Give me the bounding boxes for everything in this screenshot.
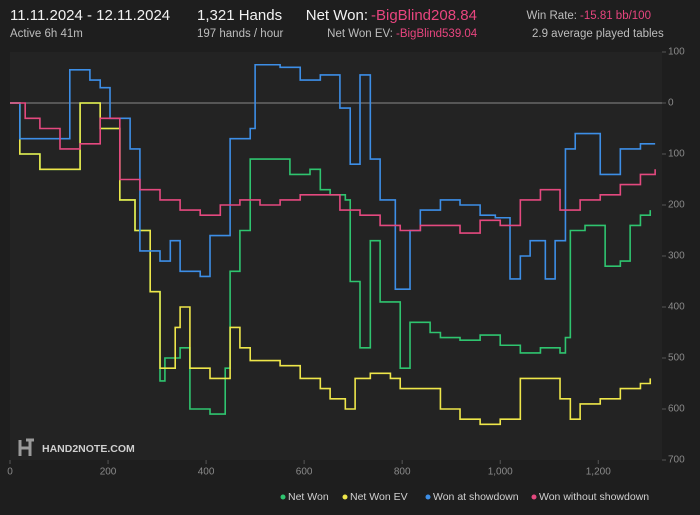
x-tick-label: 0 — [7, 467, 13, 478]
legend-swatch — [342, 494, 348, 500]
logo-icon — [18, 438, 34, 456]
y-tick-label: 400 — [668, 302, 685, 313]
legend-label: Won at showdown — [433, 491, 519, 503]
plot-area — [10, 52, 662, 460]
hands-per-hour: 197 hands / hour — [197, 28, 283, 40]
legend-swatch — [425, 494, 431, 500]
y-tick-label: 100 — [668, 47, 685, 58]
win-rate-value: -15.81 bb/100 — [580, 10, 651, 22]
date-range: 11.11.2024 - 12.11.2024 — [10, 7, 170, 24]
series-line — [10, 63, 656, 290]
y-tick-label: 700 — [668, 455, 685, 466]
series-line — [10, 102, 652, 426]
net-won-value: -BigBlind208.84 — [371, 7, 477, 24]
tables: 2.9 average played tables — [532, 28, 664, 40]
y-tick-label: 300 — [668, 251, 685, 262]
x-tick-label: 200 — [100, 467, 117, 478]
net-won-ev-value: -BigBlind539.04 — [396, 28, 478, 40]
legend-swatch — [531, 494, 537, 500]
series-line — [10, 102, 656, 234]
win-rate-label: Win Rate: — [527, 10, 578, 22]
legend-label: Net Won EV — [350, 491, 408, 503]
active-time: Active 6h 41m — [10, 28, 83, 40]
net-won-label: Net Won: — [306, 7, 368, 24]
y-tick-label: 100 — [668, 149, 685, 160]
y-tick-label: 600 — [668, 404, 685, 415]
hands: 1,321 Hands — [197, 7, 282, 24]
logo-text: HAND2NOTE.COM — [42, 443, 135, 455]
y-tick-label: 500 — [668, 353, 685, 364]
net-won-ev-label: Net Won EV: — [327, 28, 393, 40]
y-tick-label: 200 — [668, 200, 685, 211]
x-tick-label: 600 — [296, 467, 313, 478]
logo: HAND2NOTE.COM — [18, 438, 135, 456]
x-tick-label: 1,000 — [488, 467, 513, 478]
x-tick-label: 1,200 — [586, 467, 611, 478]
legend-swatch — [280, 494, 286, 500]
x-tick-label: 800 — [394, 467, 411, 478]
y-tick-label: 0 — [668, 98, 674, 109]
legend-label: Won without showdown — [539, 491, 649, 503]
legend-label: Net Won — [288, 491, 329, 503]
x-tick-label: 400 — [198, 467, 215, 478]
